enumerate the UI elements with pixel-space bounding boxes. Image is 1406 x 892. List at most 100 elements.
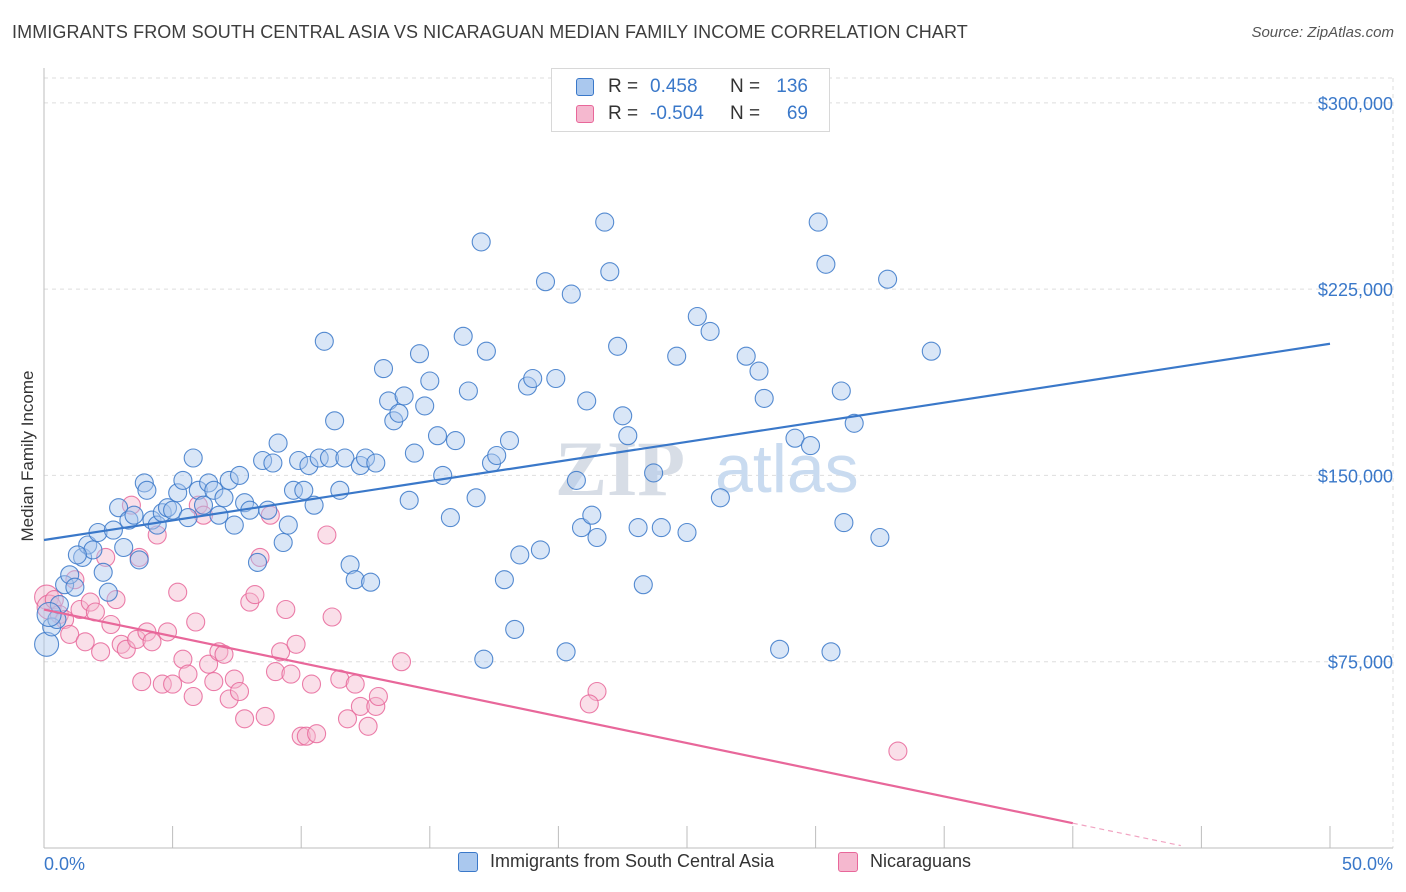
data-point: [70, 599, 90, 620]
data-point: [878, 269, 898, 289]
data-point: [373, 359, 394, 379]
data-point: [644, 463, 664, 483]
legend-r-value: -0.504: [650, 103, 704, 124]
data-point: [147, 525, 167, 545]
chart-title: IMMIGRANTS FROM SOUTH CENTRAL ASIA VS NI…: [12, 22, 968, 42]
data-point: [577, 391, 597, 411]
data-point: [276, 599, 296, 620]
data-point: [409, 344, 430, 364]
y-tick-label: $75,000: [1328, 653, 1393, 673]
data-point: [168, 582, 188, 602]
data-point: [265, 662, 286, 682]
data-point: [561, 284, 581, 304]
data-point: [34, 631, 60, 657]
data-point: [355, 448, 376, 468]
data-point: [163, 500, 183, 520]
data-point: [628, 518, 648, 538]
legend-label: Immigrants from South Central Asia: [490, 851, 775, 871]
data-point: [299, 455, 319, 476]
data-point: [350, 696, 370, 716]
data-point: [487, 445, 507, 466]
data-point: [109, 498, 129, 518]
data-point: [188, 480, 208, 500]
data-point: [800, 436, 821, 456]
data-point: [379, 391, 399, 411]
pink-swatch: [576, 105, 594, 123]
data-point: [229, 681, 250, 702]
trend-line-pink-extension: [1072, 822, 1181, 847]
data-point: [433, 465, 453, 485]
data-point: [340, 555, 360, 575]
data-point: [595, 212, 615, 232]
data-point: [921, 341, 941, 361]
trend-lines: [43, 342, 1331, 847]
data-point: [394, 386, 414, 406]
data-point: [271, 642, 291, 662]
data-point: [204, 480, 224, 500]
data-point: [73, 547, 93, 567]
legend-label: Nicaraguans: [870, 851, 972, 871]
data-point: [314, 331, 334, 351]
data-point: [677, 522, 697, 543]
legend-n-value: 69: [786, 103, 808, 124]
data-point: [235, 709, 255, 729]
legend-item-south-central-asia[interactable]: Immigrants from South Central Asia: [458, 851, 774, 872]
data-point: [888, 741, 908, 761]
data-point: [844, 413, 864, 433]
data-point: [142, 632, 162, 652]
data-point: [556, 642, 576, 662]
data-point: [474, 649, 494, 669]
data-point: [173, 649, 193, 669]
axes: [43, 68, 1393, 849]
data-point: [466, 488, 486, 508]
legend-r-label: R =: [608, 76, 639, 97]
data-point: [785, 428, 805, 448]
data-point: [633, 575, 653, 595]
data-point: [134, 473, 154, 493]
data-point: [214, 488, 234, 508]
data-point: [219, 689, 239, 709]
legend-n-label: N =: [730, 103, 761, 124]
stats-legend: R = 0.458 N = 136 R = -0.504 N = 69: [551, 68, 830, 132]
data-point: [749, 361, 769, 381]
legend-row-pink: R = -0.504 N = 69: [576, 101, 808, 127]
data-point: [152, 674, 172, 694]
x-tick-min: 0.0%: [44, 854, 85, 874]
data-point: [415, 396, 435, 416]
data-point: [736, 346, 756, 366]
data-point: [358, 716, 378, 736]
data-point: [36, 601, 62, 628]
data-point: [278, 515, 298, 535]
data-point: [440, 508, 460, 528]
data-point: [163, 674, 183, 694]
data-point: [291, 726, 311, 746]
data-point: [345, 570, 365, 590]
data-point: [83, 540, 103, 560]
x-tick-max: 50.0%: [1342, 854, 1393, 874]
data-point: [494, 570, 514, 590]
data-point: [618, 426, 638, 446]
data-point: [335, 448, 355, 468]
data-point: [91, 642, 111, 662]
data-point: [127, 629, 147, 649]
data-point: [322, 607, 342, 627]
data-point: [129, 550, 149, 570]
data-point: [65, 577, 85, 597]
data-point: [345, 674, 365, 694]
data-point: [834, 513, 854, 533]
data-point: [831, 381, 851, 401]
data-point: [80, 592, 100, 612]
legend-n-value: 136: [776, 76, 808, 97]
data-point: [183, 686, 203, 707]
legend-item-nicaraguans[interactable]: Nicaraguans: [838, 851, 971, 872]
data-point: [224, 515, 244, 535]
data-point: [505, 619, 525, 639]
source-label: Source: ZipAtlas.com: [1251, 24, 1394, 41]
data-point: [667, 346, 687, 366]
legend-n-label: N =: [730, 76, 761, 97]
data-point: [178, 664, 198, 684]
south-central-asia-points: [34, 212, 941, 669]
data-point: [453, 326, 473, 346]
data-point: [600, 262, 620, 282]
